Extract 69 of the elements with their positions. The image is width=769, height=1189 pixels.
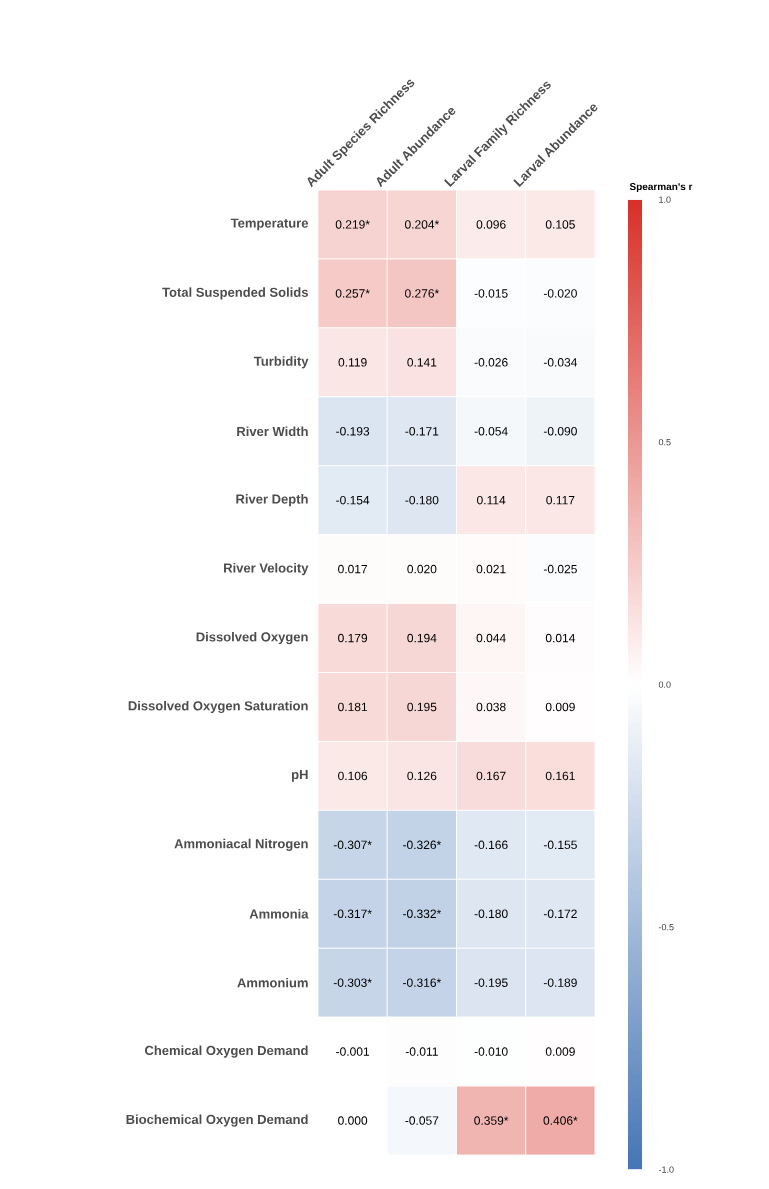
data-label: -0.193 [336,427,370,436]
data-label: -0.026 [474,358,508,367]
data-label: 0.167 [476,771,506,781]
y-tick-label: Turbidity [253,356,309,369]
data-label: -0.166 [474,840,508,850]
data-label: 0.020 [407,564,437,574]
y-tick-label: Dissolved Oxygen Saturation [128,700,308,714]
data-label: 0.021 [476,564,506,574]
data-label: 0.114 [477,495,506,505]
y-tick-label: Biochemical Oxygen Demand [126,1114,308,1127]
data-label: -0.332* [403,909,442,918]
data-label: -0.195 [474,978,508,987]
data-label: -0.015 [474,289,508,298]
data-label: 0.194 [407,633,437,643]
data-label: 0.141 [407,358,437,367]
color-bar-label: -0.5 [658,923,674,931]
data-label: 0.105 [545,220,575,229]
y-tick-label: Total Suspended Solids [162,287,308,300]
data-label: 0.096 [476,220,506,229]
data-label: 0.038 [476,702,506,712]
data-label: -0.011 [405,1047,438,1056]
data-label: 0.195 [407,702,437,712]
data-label: 0.359* [474,1116,509,1125]
y-tick-label: River Velocity [224,563,309,576]
y-tick-label: Ammonium [237,977,308,988]
data-label: -0.057 [405,1116,439,1125]
y-tick-label: Ammonia [249,908,309,919]
color-bar-title: Spearman's r [629,183,693,193]
data-label: 0.117 [546,495,575,505]
data-label: -0.020 [543,289,577,298]
data-label: -0.010 [474,1047,508,1056]
y-tick-label: River Depth [236,494,308,507]
data-label: -0.034 [543,358,578,367]
data-label: -0.054 [474,427,508,436]
y-tick-label: Temperature [230,218,309,231]
y-tick-label: River Width [237,426,308,437]
data-label: 0.014 [545,633,576,643]
data-label: -0.316* [403,978,442,987]
data-label: 0.009 [545,1047,575,1056]
data-label: 0.126 [407,771,437,781]
data-label: 0.000 [338,1116,368,1125]
data-label: 0.161 [545,771,575,781]
color-bar-label: 1.0 [659,196,671,203]
data-label: -0.171 [405,427,439,436]
data-label: -0.326* [403,840,442,850]
color-bar-label: 0.5 [658,438,671,446]
data-label: 0.276* [405,289,440,298]
data-label: 0.009 [545,702,575,712]
data-label: 0.119 [338,358,367,367]
data-label: -0.155 [543,840,577,850]
data-label: 0.017 [338,564,368,574]
data-label: 0.406* [543,1116,578,1125]
data-label: -0.180 [474,909,508,918]
data-label: 0.204* [405,220,440,229]
color-bar-label: 0.0 [658,681,671,688]
data-label: 0.044 [476,633,506,643]
data-label: -0.180 [405,495,439,505]
y-tick-label: Chemical Oxygen Demand [145,1045,308,1058]
data-label: -0.189 [543,978,577,987]
data-label: -0.154 [336,495,370,505]
color-bar-label: -1.0 [658,1166,674,1173]
y-tick-label: Ammoniacal Nitrogen [174,838,308,851]
data-label: -0.090 [543,427,577,436]
data-label: -0.001 [336,1047,370,1056]
y-tick-label: pH [292,770,308,782]
data-label: 0.219* [335,220,370,229]
data-label: -0.025 [543,564,577,574]
data-label: 0.179 [338,633,368,643]
y-tick-label: Dissolved Oxygen [196,631,308,645]
